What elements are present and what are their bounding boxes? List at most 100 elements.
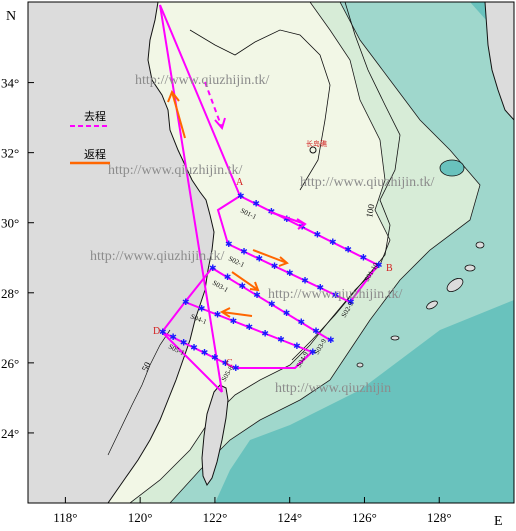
lon-tick-label-124: 124° xyxy=(277,510,302,525)
station-marker-s03-1: ✱ xyxy=(209,263,217,273)
station-marker-s02-9: ✱ xyxy=(347,297,355,307)
direction-arrows xyxy=(167,81,307,318)
station-marker-s04-5: ✱ xyxy=(246,322,254,332)
link-d xyxy=(160,267,223,393)
section-s02 xyxy=(227,243,351,303)
station-marker-s04-8: ✱ xyxy=(293,341,301,351)
outbound-arrow-s01-head xyxy=(296,218,307,230)
place-label: 长岛礁 xyxy=(306,139,327,148)
station-marker-s04-2: ✱ xyxy=(198,303,206,313)
station-marker-s03-5: ✱ xyxy=(268,299,276,309)
station-marker-s05-7: ✱ xyxy=(222,358,230,368)
station-marker-s02-4: ✱ xyxy=(271,261,279,271)
section-s01 xyxy=(239,195,379,266)
station-marker-s02-6: ✱ xyxy=(301,275,309,285)
return-arrow-s03 xyxy=(231,271,259,291)
lon-tick-label-126: 126° xyxy=(352,510,377,525)
watermark-1: http://www.qiuzhijin.tk/ xyxy=(135,73,270,88)
station-marker-s05-1: ✱ xyxy=(159,327,167,337)
outbound-arrow-s01 xyxy=(269,211,306,225)
station-marker-s04-1: ✱ xyxy=(182,297,190,307)
station-marker-s04-3: ✱ xyxy=(214,310,222,320)
taiwan-island xyxy=(201,384,229,487)
station-marker-s01-8: ✱ xyxy=(344,245,352,255)
station-marker-s03-7: ✱ xyxy=(298,317,306,327)
lon-tick-label-122: 122° xyxy=(203,510,228,525)
station-markers: ✱ ✱ ✱ ✱ ✱ ✱ ✱ ✱ ✱ ✱ ✱ ✱ ✱ ✱ ✱ ✱ ✱ ✱ ✱ ✱ ✱ ✱ ✱ ✱ ✱ ✱ ✱ ✱ ✱ ✱ ✱ ✱ ✱ ✱ ✱ ✱ ✱ ✱ ✱ ✱… xyxy=(159,191,383,373)
lat-tick-label-24: 24° xyxy=(1,426,19,441)
station-marker-s05-2: ✱ xyxy=(169,332,177,342)
station-marker-s02-3: ✱ xyxy=(256,254,264,264)
station-marker-s03-6: ✱ xyxy=(283,308,291,318)
station-marker-s05-5: ✱ xyxy=(201,348,209,358)
section-s05 xyxy=(161,331,236,369)
deep-ocean xyxy=(215,300,514,503)
watermark-4: http://www.qiuzhijin.tk/ xyxy=(90,249,225,264)
link-c xyxy=(235,351,313,369)
station-marker-s03-4: ✱ xyxy=(253,290,261,300)
link-b xyxy=(349,264,379,303)
return-arrow-s02 xyxy=(252,249,288,264)
station-marker-s02-7: ✱ xyxy=(317,283,325,293)
legend-return-label: 返程 xyxy=(84,148,106,161)
lat-tick-label-30: 30° xyxy=(1,216,19,231)
watermark-5: http://www.qiuzhijin.tk/ xyxy=(268,287,403,302)
east-label: E xyxy=(494,514,503,529)
link-ab xyxy=(216,195,241,245)
station-marker-s02-5: ✱ xyxy=(286,268,294,278)
station-d-label: D xyxy=(153,326,160,337)
station-marker-s04-6: ✱ xyxy=(261,328,269,338)
lon-tick-label-118: 118° xyxy=(53,510,77,525)
outbound-arrow-north-head xyxy=(214,117,226,131)
lat-tick-label-28: 28° xyxy=(1,286,19,301)
contour-100 xyxy=(291,1,401,361)
station-marker-s04-4: ✱ xyxy=(230,316,238,326)
return-arrow-s04-head xyxy=(219,307,231,318)
outbound-arrow-north xyxy=(204,81,223,129)
lat-tick-label-34: 34° xyxy=(1,76,19,91)
station-marker-s05-6: ✱ xyxy=(211,353,219,363)
station-marker-s05-3: ✱ xyxy=(180,337,188,347)
lon-tick-label-120: 120° xyxy=(128,510,153,525)
watermarks: http://www.qiuzhijin.tk/ http://www.qiuz… xyxy=(90,73,435,396)
station-marker-s01-6: ✱ xyxy=(314,229,322,239)
return-arrow-s03-head xyxy=(249,281,260,292)
station-marker-s02-2: ✱ xyxy=(240,246,248,256)
return-arrow-s02-head xyxy=(278,256,289,267)
cruise-track-main xyxy=(159,4,223,393)
latitude-axis: 34° 32° 30° 28° 26° 24° xyxy=(1,76,34,441)
mainland-land xyxy=(27,1,215,504)
return-arrow-north-head xyxy=(167,90,180,103)
lon-tick-label-128: 128° xyxy=(427,510,452,525)
ryukyu-islands xyxy=(356,241,485,368)
contour-inner-50 xyxy=(189,29,331,191)
lat-tick-label-26: 26° xyxy=(1,356,19,371)
station-marker-s01-4: ✱ xyxy=(283,214,291,224)
station-marker-s01-9: ✱ xyxy=(360,252,368,262)
cruise-track-west xyxy=(159,4,241,197)
station-marker-s05-4: ✱ xyxy=(190,342,198,352)
station-marker-s04-9: ✱ xyxy=(309,347,317,357)
station-marker-s05-8: ✱ xyxy=(232,363,240,373)
station-marker-s01-10: ✱ xyxy=(375,260,383,270)
section-s03 xyxy=(211,267,331,341)
station-marker-s01-2: ✱ xyxy=(252,199,260,209)
jeju-island xyxy=(439,159,465,177)
place-marker xyxy=(309,146,317,154)
watermark-3: http://www.qiuzhijin.tk/ xyxy=(300,175,435,190)
lat-tick-label-32: 32° xyxy=(1,146,19,161)
station-marker-s04-7: ✱ xyxy=(277,335,285,345)
station-b-label: B xyxy=(386,263,393,274)
survey-sections xyxy=(159,4,379,393)
station-a-label: A xyxy=(236,177,244,188)
map-frame xyxy=(27,1,515,504)
north-label: N xyxy=(6,9,16,24)
station-marker-s01-3: ✱ xyxy=(268,206,276,216)
longitude-axis: 118° 120° 122° 124° 126° 128° xyxy=(53,497,452,525)
return-arrow-s04 xyxy=(221,311,253,317)
station-marker-s01-1: ✱ xyxy=(237,191,245,201)
contour-coast-50 xyxy=(107,329,171,456)
section-s04 xyxy=(184,301,313,353)
station-marker-s01-7: ✱ xyxy=(329,237,337,247)
